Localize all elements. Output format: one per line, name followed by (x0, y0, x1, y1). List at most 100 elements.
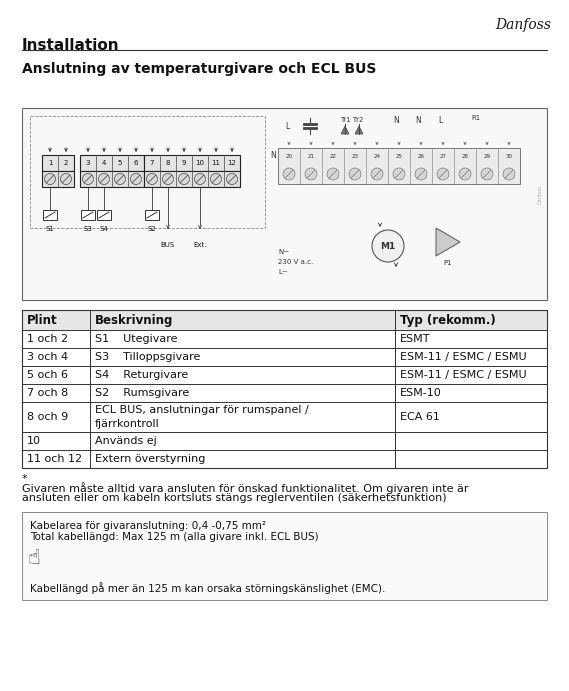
Text: N: N (415, 115, 421, 124)
Circle shape (226, 173, 237, 184)
Text: 29: 29 (484, 153, 490, 158)
Text: 30: 30 (505, 153, 513, 158)
Text: ESM-11 / ESMC / ESMU: ESM-11 / ESMC / ESMU (400, 352, 527, 362)
Polygon shape (436, 228, 460, 256)
Text: L: L (438, 115, 442, 124)
Text: ECA 61: ECA 61 (400, 412, 440, 422)
Circle shape (393, 168, 405, 180)
Bar (97, 210, 111, 220)
Circle shape (371, 168, 383, 180)
Bar (80, 155, 144, 171)
Bar (22, 450, 547, 468)
Bar (145, 210, 159, 220)
Text: Danfoss: Danfoss (495, 18, 551, 32)
Text: 21: 21 (307, 153, 315, 158)
Bar (278, 148, 520, 184)
Text: S2: S2 (147, 226, 156, 232)
Text: N: N (270, 151, 276, 160)
Bar (43, 210, 57, 220)
Text: 7: 7 (150, 160, 154, 166)
Circle shape (130, 173, 142, 184)
Bar (144, 171, 240, 187)
Text: Plint: Plint (27, 314, 57, 327)
Circle shape (146, 173, 158, 184)
Text: 5 och 6: 5 och 6 (27, 370, 68, 380)
Circle shape (114, 173, 126, 184)
Text: S1    Utegivare: S1 Utegivare (95, 334, 178, 344)
Text: Tr1 Tr2: Tr1 Tr2 (340, 117, 364, 123)
Bar (30, 116, 265, 228)
Bar (42, 155, 74, 171)
Polygon shape (355, 126, 363, 134)
Bar (22, 310, 547, 330)
Text: M1: M1 (380, 241, 395, 251)
Circle shape (349, 168, 361, 180)
Circle shape (179, 173, 189, 184)
Text: 11: 11 (212, 160, 221, 166)
Text: ☝: ☝ (28, 548, 41, 568)
Text: 1 och 2: 1 och 2 (27, 334, 68, 344)
Bar (22, 310, 547, 468)
Text: 1: 1 (48, 160, 52, 166)
Text: ESMT: ESMT (400, 334, 431, 344)
Text: N~: N~ (278, 249, 289, 255)
Text: Total kabellängd: Max 125 m (alla givare inkl. ECL BUS): Total kabellängd: Max 125 m (alla givare… (30, 532, 319, 542)
Text: 11 och 12: 11 och 12 (27, 454, 82, 464)
Text: Extern överstyrning: Extern överstyrning (95, 454, 205, 464)
Text: R1: R1 (471, 115, 481, 121)
Circle shape (60, 173, 72, 184)
Text: S4: S4 (100, 226, 108, 232)
Text: 25: 25 (395, 153, 402, 158)
Text: N: N (393, 115, 399, 124)
Circle shape (437, 168, 449, 180)
Text: S3    Tilloppsgivare: S3 Tilloppsgivare (95, 352, 200, 362)
Circle shape (305, 168, 317, 180)
Text: 4: 4 (102, 160, 106, 166)
Circle shape (44, 173, 56, 184)
Text: 6: 6 (134, 160, 138, 166)
Text: Kabelarea för givaranslutning: 0,4 -0,75 mm²: Kabelarea för givaranslutning: 0,4 -0,75… (30, 521, 266, 531)
Text: Givaren måste alltid vara ansluten för önskad funktionalitet. Om givaren inte är: Givaren måste alltid vara ansluten för ö… (22, 482, 468, 494)
Text: Danfoss: Danfoss (538, 184, 543, 204)
Circle shape (163, 173, 174, 184)
Text: 3: 3 (86, 160, 90, 166)
Text: ESM-10: ESM-10 (400, 388, 442, 398)
Text: Anslutning av temperaturgivare och ECL BUS: Anslutning av temperaturgivare och ECL B… (22, 62, 376, 76)
Text: L~: L~ (278, 269, 288, 275)
Text: 230 V a.c.: 230 V a.c. (278, 259, 314, 265)
Bar (22, 330, 547, 348)
Bar (22, 512, 547, 600)
Text: 8: 8 (166, 160, 170, 166)
Bar (22, 432, 547, 450)
Bar (42, 171, 74, 187)
Text: 12: 12 (228, 160, 237, 166)
Text: Beskrivning: Beskrivning (95, 314, 174, 327)
Circle shape (283, 168, 295, 180)
Circle shape (503, 168, 515, 180)
Text: Används ej: Används ej (95, 436, 156, 446)
Bar (144, 155, 240, 171)
Text: BUS: BUS (161, 242, 175, 248)
Text: 2: 2 (64, 160, 68, 166)
Text: Typ (rekomm.): Typ (rekomm.) (400, 314, 496, 327)
Circle shape (327, 168, 339, 180)
Text: 20: 20 (286, 153, 292, 158)
Text: 27: 27 (439, 153, 447, 158)
Text: 24: 24 (373, 153, 381, 158)
Circle shape (195, 173, 205, 184)
Text: 10: 10 (27, 436, 41, 446)
Text: 7 och 8: 7 och 8 (27, 388, 68, 398)
Bar (22, 402, 547, 432)
Text: 3 och 4: 3 och 4 (27, 352, 68, 362)
Circle shape (481, 168, 493, 180)
Text: Kabellängd på mer än 125 m kan orsaka störningskänslighet (EMC).: Kabellängd på mer än 125 m kan orsaka st… (30, 582, 385, 594)
Text: ansluten eller om kabeln kortsluts stängs reglerventilen (säkerhetsfunktion): ansluten eller om kabeln kortsluts stäng… (22, 493, 448, 503)
Circle shape (459, 168, 471, 180)
Circle shape (415, 168, 427, 180)
Text: fjärrkontroll: fjärrkontroll (95, 419, 160, 429)
Text: Installation: Installation (22, 38, 119, 53)
Text: S1: S1 (46, 226, 55, 232)
Text: ECL BUS, anslutningar för rumspanel /: ECL BUS, anslutningar för rumspanel / (95, 405, 309, 415)
Text: S2    Rumsgivare: S2 Rumsgivare (95, 388, 189, 398)
Text: 26: 26 (418, 153, 424, 158)
